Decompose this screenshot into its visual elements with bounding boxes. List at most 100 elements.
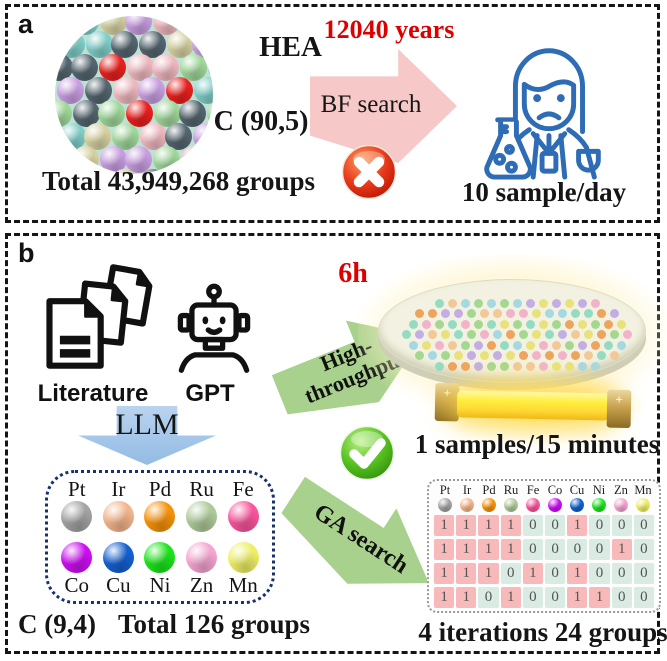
table-col-Zn: Zn [610,484,632,512]
atom-sphere [208,54,213,81]
table-cell: 1 [478,562,499,584]
element-symbol: Pd [148,477,172,501]
table-col-Ir: Ir [456,484,478,512]
wafer-sample-dot [460,298,470,308]
wafer-sample-dot [506,330,515,339]
table-element-symbol: Mn [634,483,652,497]
element-Mn: Mn [222,542,264,597]
heater-terminal-right: + [606,389,632,429]
wafer-sample-dot [454,309,463,318]
combination-a-label: C (90,5) [213,106,309,137]
atom-sphere [194,77,213,104]
atom-sphere [206,16,213,35]
wafer-sample-dot [610,330,619,339]
wafer-sample-dot [558,330,567,339]
table-cell: 0 [522,586,544,608]
atom-sphere [98,100,125,127]
table-col-Cu: Cu [566,484,588,512]
table-cell: 0 [633,586,655,608]
wafer-sample-dot [590,298,600,308]
element-symbol: Co [64,573,90,597]
bf-search-label: BF search [320,91,422,118]
table-cell: 0 [633,514,655,536]
table-cell: 0 [589,562,610,584]
atom-sphere [193,123,213,150]
table-element-symbol: Pt [439,483,451,497]
element-circle [102,501,134,532]
table-element-circle [636,498,650,512]
table-cell: 0 [545,586,566,608]
atom-sphere [59,123,86,150]
atom-sphere [179,100,206,127]
wafer-sample-dot [402,330,411,339]
atom-sphere [72,16,99,35]
element-Pd: Pd [139,477,181,532]
wafer-sample-dot [480,309,489,318]
wafer-sample-dot [603,340,613,350]
wafer-sample-dot [499,319,509,329]
wafer-sample-dot [564,319,574,329]
panel-b-llm-ga: b Literature G [5,233,667,654]
atom-sphere [181,146,208,173]
total-groups-a-label: Total 43,949,268 groups [41,166,316,196]
atom-sphere [73,100,100,127]
table-element-symbol: Cu [569,483,585,497]
wafer-sample-dot [577,319,587,329]
wafer-sample-dot [545,309,554,318]
table-cell: 1 [567,562,588,584]
panel-b-label: b [18,238,35,268]
table-cell: 0 [545,538,566,560]
combination-b-line: C (9,4) Total 126 groups [18,609,328,640]
wafer-sample-dot [545,330,554,339]
atom-sphere [166,77,193,104]
table-cell: 0 [611,514,632,536]
wafer-sample-dot [428,309,437,318]
element-symbol: Ru [189,477,214,501]
atom-sphere [72,146,99,173]
table-col-Ni: Ni [588,484,610,512]
wafer-sample-dot [558,351,567,360]
gpt-label: GPT [185,380,235,407]
wafer-sample-dot [532,330,541,339]
wafer-sample-dot [571,309,580,318]
atom-sphere [86,169,113,174]
element-Cu: Cu [98,542,140,597]
table-cell: 1 [434,562,455,584]
wafer-sample-dot [480,351,489,360]
wafer-sample-dot [486,298,496,308]
atom-sphere [55,100,72,127]
atom-sphere [84,123,111,150]
wafer-sample-dot [441,351,450,360]
table-cell: 0 [589,514,610,536]
table-element-circle [504,498,518,512]
wafer-sample-dot [493,309,502,318]
table-cell: 1 [567,586,588,608]
wafer-sample-dot [434,340,444,350]
atom-sphere [153,146,180,173]
wafer-sample-dot [486,340,496,350]
table-element-circle [614,498,628,512]
wafer-sample-dot [571,351,580,360]
wafer-sample-dot [564,340,574,350]
table-element-circle [526,498,540,512]
panel-a-brute-force: a HEA C (90,5) Total 43,949,268 groups B… [5,4,660,223]
atom-sphere [181,16,208,35]
wafer-sample-dot [480,330,489,339]
table-col-Pt: Pt [434,484,456,512]
table-cell: 0 [633,538,655,560]
wafer-sample-dot [486,319,496,329]
atom-sphere [112,123,139,150]
element-symbol: Fe [232,477,254,501]
atom-sphere [100,146,127,173]
literature-documents-icon [46,264,153,369]
wafer-sample-dot [590,319,600,329]
table-cell: 0 [611,562,632,584]
wafer-sample-dot [519,330,528,339]
wafer-sample-dot [434,298,444,308]
